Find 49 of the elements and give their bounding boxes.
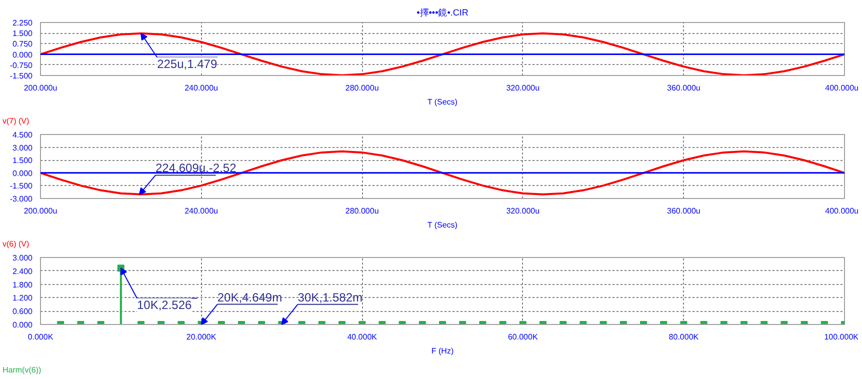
x-tick-label: 280.000u <box>345 84 379 92</box>
y-tick-label: 0.000 <box>12 168 34 178</box>
x-tick-label: 360.000u <box>667 206 700 216</box>
annotation: 30K,1.582m <box>298 290 362 304</box>
y-tick-label: 0.600 <box>12 307 34 316</box>
x-tick-label: 320.000u <box>506 84 540 92</box>
y-tick-label: 3.000 <box>12 254 34 262</box>
x-tick-label: 0.000K <box>28 332 54 342</box>
x-tick-label: 240.000u <box>184 206 218 216</box>
y-tick-label: 1.800 <box>12 280 34 290</box>
y-tick-label: 3.000 <box>12 143 34 152</box>
annotation: 225u,1.479 <box>157 57 218 72</box>
y-tick-label: 4.500 <box>12 130 34 140</box>
text: Harm(v(6)) <box>2 366 42 374</box>
y-tick-label: 0.750 <box>12 40 34 49</box>
x-tick-label: 400.000u <box>825 206 859 216</box>
x-tick-label: 240.000u <box>184 84 218 92</box>
text: v(6) (V) <box>2 240 30 248</box>
y-tick-label: 1.500 <box>12 156 34 166</box>
x-tick-label: 40.000K <box>347 332 378 342</box>
x-tick-label: 280.000u <box>345 206 379 216</box>
y-tick-label: 0.000 <box>12 50 34 60</box>
y-tick-label: 1.500 <box>12 29 34 38</box>
x-tick-label: 100.000K <box>824 332 860 342</box>
x-tick-label: 80.000K <box>668 332 700 342</box>
x-axis-title: T (Secs) <box>427 98 458 106</box>
line-series <box>40 150 844 196</box>
y-tick-label: -1.500 <box>10 182 34 191</box>
y-tick-label: -0.750 <box>10 60 34 70</box>
annotation: 224.609u,-2.52 <box>156 161 237 176</box>
x-tick-label: 320.000u <box>506 206 540 216</box>
y-tick-label: 0.000 <box>12 320 34 330</box>
annotation: 20K,4.649m <box>217 290 282 304</box>
x-tick-label: 20.000K <box>186 332 217 342</box>
x-tick-label: 60.000K <box>508 332 538 342</box>
x-axis-title: T (Secs) <box>427 220 458 230</box>
y-tick-label: 2.250 <box>12 18 34 28</box>
y-tick-label: 1.200 <box>12 294 34 303</box>
y-tick-label: 2.400 <box>12 266 34 276</box>
y-tick-label: -1.500 <box>10 72 34 80</box>
y-tick-label: -3.000 <box>10 194 34 204</box>
x-tick-label: 360.000u <box>667 84 700 92</box>
chart-title: •擇•••鏡•.CIR <box>416 8 469 18</box>
x-tick-label: 200.000u <box>24 206 58 216</box>
x-tick-label: 200.000u <box>24 84 58 92</box>
text: v(7) (V) <box>2 116 30 126</box>
x-tick-label: 400.000u <box>825 84 859 92</box>
annotation: 10K,2.526 <box>136 298 192 312</box>
x-axis-title: F (Hz) <box>431 346 454 356</box>
